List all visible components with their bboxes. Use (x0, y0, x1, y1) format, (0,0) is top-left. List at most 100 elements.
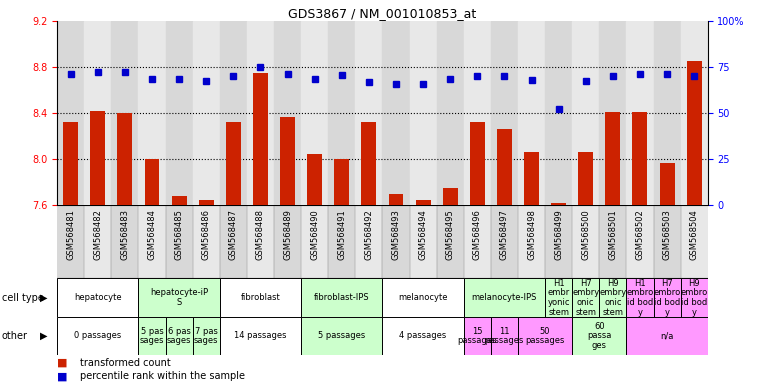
Bar (578, 152, 593, 205)
Text: GSM568495: GSM568495 (446, 209, 454, 260)
Text: GSM568492: GSM568492 (365, 209, 374, 260)
Bar (599, 21, 626, 205)
Text: GSM568493: GSM568493 (391, 209, 400, 260)
Text: GSM568503: GSM568503 (663, 209, 671, 260)
Bar (572, 21, 599, 205)
Bar (463, 21, 491, 205)
Bar (139, 205, 166, 278)
Text: H9
embry
onic
stem: H9 embry onic stem (599, 278, 626, 317)
Bar (57, 21, 84, 205)
Bar (572, 317, 626, 355)
Text: GSM568481: GSM568481 (66, 209, 75, 260)
Bar (334, 159, 349, 205)
Bar (382, 317, 463, 355)
Bar (686, 61, 702, 205)
Bar (193, 21, 220, 205)
Bar (654, 278, 680, 317)
Text: GSM568502: GSM568502 (635, 209, 645, 260)
Bar (307, 154, 322, 205)
Bar (463, 205, 491, 278)
Bar (57, 205, 84, 278)
Bar (524, 152, 539, 205)
Bar (301, 278, 383, 317)
Bar (409, 205, 437, 278)
Text: melanocyte-IPS: melanocyte-IPS (472, 293, 537, 302)
Bar (301, 205, 328, 278)
Text: GSM568489: GSM568489 (283, 209, 292, 260)
Bar (301, 317, 383, 355)
Bar (632, 112, 648, 205)
Bar (145, 159, 159, 205)
Text: 7 pas
sages: 7 pas sages (194, 327, 218, 345)
Bar (409, 21, 437, 205)
Text: melanocyte: melanocyte (398, 293, 447, 302)
Bar (680, 21, 708, 205)
Text: n/a: n/a (661, 331, 673, 341)
Text: ▶: ▶ (40, 331, 47, 341)
Text: GSM568487: GSM568487 (229, 209, 237, 260)
Text: ■: ■ (57, 358, 68, 368)
Text: GSM568504: GSM568504 (689, 209, 699, 260)
Bar (545, 278, 572, 317)
Bar (626, 278, 654, 317)
Bar (193, 317, 220, 355)
Text: 5 pas
sages: 5 pas sages (140, 327, 164, 345)
Text: GSM568501: GSM568501 (608, 209, 617, 260)
Bar (680, 278, 708, 317)
Text: H1
embr
yonic
stem: H1 embr yonic stem (547, 278, 570, 317)
Bar (518, 21, 545, 205)
Text: GSM568485: GSM568485 (174, 209, 183, 260)
Bar (91, 111, 105, 205)
Bar (606, 112, 620, 205)
Text: H9
embro
id bod
y: H9 embro id bod y (680, 278, 708, 317)
Bar (361, 122, 376, 205)
Text: H7
embro
id bod
y: H7 embro id bod y (654, 278, 680, 317)
Text: 6 pas
sages: 6 pas sages (167, 327, 191, 345)
Bar (680, 205, 708, 278)
Bar (220, 317, 301, 355)
Text: ▶: ▶ (40, 293, 47, 303)
Bar (280, 117, 295, 205)
Text: fibroblast: fibroblast (240, 293, 280, 302)
Text: 11
passages: 11 passages (485, 327, 524, 345)
Bar (599, 205, 626, 278)
Bar (274, 205, 301, 278)
Bar (355, 205, 383, 278)
Bar (139, 21, 165, 205)
Text: 4 passages: 4 passages (400, 331, 447, 341)
Bar (626, 205, 654, 278)
Text: 50
passages: 50 passages (525, 327, 565, 345)
Bar (226, 122, 240, 205)
Bar (57, 317, 139, 355)
Text: 60
passa
ges: 60 passa ges (587, 322, 612, 350)
Text: hepatocyte-iP
S: hepatocyte-iP S (150, 288, 209, 307)
Bar (220, 205, 247, 278)
Text: cell type: cell type (2, 293, 43, 303)
Text: hepatocyte: hepatocyte (74, 293, 122, 302)
Bar (117, 113, 132, 205)
Bar (84, 205, 111, 278)
Text: GSM568484: GSM568484 (148, 209, 157, 260)
Bar (518, 205, 545, 278)
Bar (328, 205, 355, 278)
Bar (545, 205, 572, 278)
Bar (389, 194, 403, 205)
Bar (654, 205, 680, 278)
Text: GSM568482: GSM568482 (94, 209, 102, 260)
Text: 15
passages: 15 passages (457, 327, 497, 345)
Bar (328, 21, 355, 205)
Title: GDS3867 / NM_001010853_at: GDS3867 / NM_001010853_at (288, 7, 476, 20)
Text: fibroblast-IPS: fibroblast-IPS (314, 293, 370, 302)
Text: GSM568497: GSM568497 (500, 209, 509, 260)
Text: GSM568496: GSM568496 (473, 209, 482, 260)
Bar (253, 73, 268, 205)
Text: GSM568490: GSM568490 (310, 209, 319, 260)
Bar (165, 21, 193, 205)
Text: H1
embro
id bod
y: H1 embro id bod y (626, 278, 654, 317)
Bar (111, 205, 139, 278)
Bar (193, 205, 220, 278)
Bar (437, 21, 463, 205)
Bar (247, 21, 274, 205)
Bar (139, 278, 220, 317)
Bar (437, 205, 463, 278)
